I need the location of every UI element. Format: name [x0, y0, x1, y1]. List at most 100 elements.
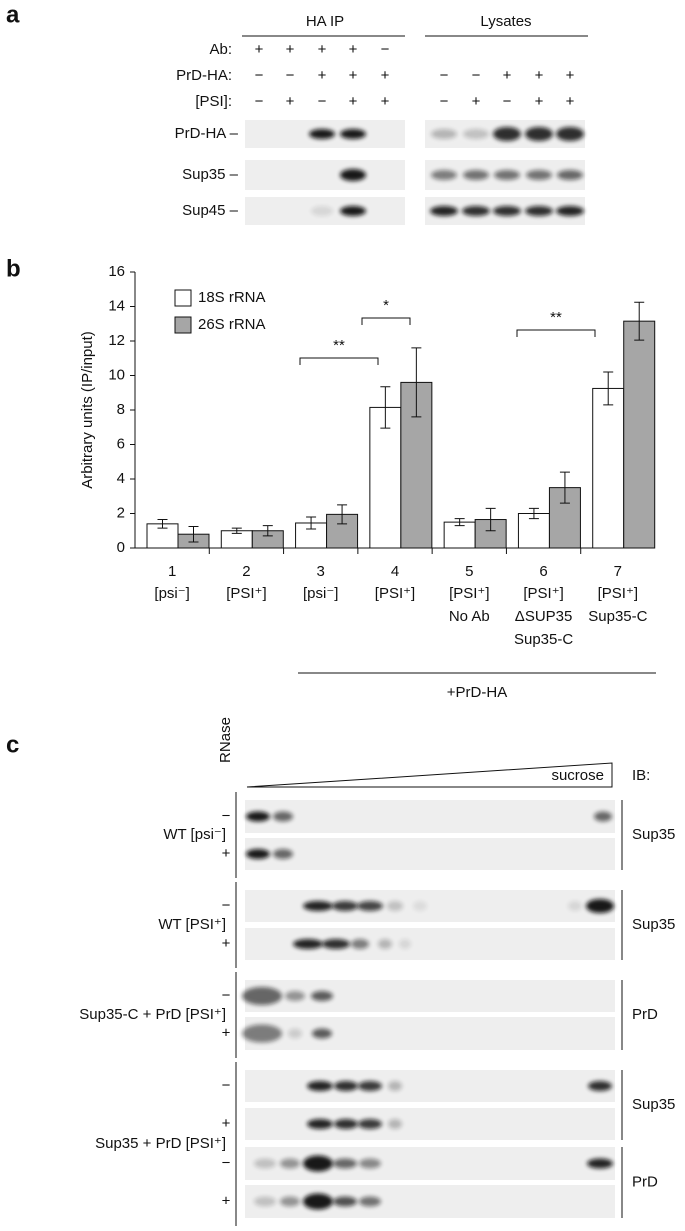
band — [556, 127, 584, 141]
sign: − — [472, 67, 481, 84]
x-sublabel: [PSI⁺] — [598, 585, 638, 602]
band — [303, 1155, 333, 1172]
band — [254, 1158, 276, 1169]
band — [493, 127, 521, 141]
band — [307, 1081, 333, 1091]
sign: + — [503, 67, 512, 84]
band — [378, 939, 392, 949]
sign: + — [349, 41, 358, 58]
header: HA IP — [306, 13, 344, 30]
band — [413, 901, 427, 911]
band — [246, 811, 270, 822]
legend-swatch — [174, 289, 192, 307]
blot — [245, 1017, 615, 1050]
bar — [517, 513, 550, 549]
rnase-sign: − — [222, 987, 231, 1004]
y-tick-label: 14 — [108, 297, 125, 314]
band — [494, 170, 520, 180]
band — [280, 1158, 300, 1169]
x-sublabel: [PSI⁺] — [226, 585, 266, 602]
x-sublabel: Sup35-C — [514, 631, 573, 648]
x-tick-label: 2 — [242, 563, 250, 580]
band — [334, 1119, 358, 1129]
bar — [369, 406, 402, 549]
band — [399, 939, 411, 949]
band — [358, 1081, 382, 1091]
sign: − — [440, 93, 449, 110]
error-bar — [157, 519, 168, 529]
gradient-label: sucrose — [551, 767, 604, 784]
band — [431, 129, 457, 139]
row-label: [PSI]: — [195, 93, 232, 110]
band — [462, 206, 490, 216]
significance-bracket — [299, 357, 379, 365]
error-bar — [454, 518, 465, 527]
band — [557, 170, 583, 180]
sign: − — [318, 93, 327, 110]
sign: − — [503, 93, 512, 110]
band — [357, 901, 383, 911]
band — [525, 206, 553, 216]
rnase-sign: + — [222, 845, 231, 862]
significance-label: * — [383, 297, 389, 314]
band — [586, 899, 614, 913]
blot — [245, 1147, 615, 1180]
rnase-sign: − — [222, 1154, 231, 1171]
band — [273, 849, 293, 859]
y-tick-label: 0 — [117, 539, 125, 556]
band — [587, 1158, 613, 1169]
band — [359, 1196, 381, 1207]
y-tick-label: 16 — [108, 263, 125, 280]
sign: + — [381, 67, 390, 84]
band — [273, 811, 293, 822]
x-sublabel: No Ab — [449, 608, 490, 625]
ib-target: Sup35 — [632, 1096, 675, 1113]
rnase-sign: − — [222, 807, 231, 824]
legend-swatch — [174, 316, 192, 334]
y-axis-label: Arbitrary units (IP/input) — [79, 331, 96, 489]
band — [588, 1081, 612, 1091]
band — [285, 991, 305, 1001]
panel-label: b — [6, 255, 21, 282]
error-bar — [528, 507, 539, 520]
y-tick-label: 8 — [117, 401, 125, 418]
rnase-sign: − — [222, 897, 231, 914]
band — [525, 127, 553, 141]
band — [303, 901, 333, 911]
ib-target: PrD — [632, 1173, 658, 1190]
band — [246, 849, 270, 859]
band — [307, 1119, 333, 1129]
blot — [245, 800, 615, 833]
ib-label: IB: — [632, 767, 650, 784]
band — [303, 1193, 333, 1210]
band — [430, 206, 458, 216]
blot — [245, 160, 405, 190]
error-bar — [603, 371, 614, 406]
sign: − — [440, 67, 449, 84]
significance-bracket — [361, 317, 411, 325]
sign: − — [286, 67, 295, 84]
significance-bracket — [516, 329, 596, 337]
group-label: +PrD-HA — [447, 684, 507, 701]
blot — [245, 980, 615, 1012]
row-label: Ab: — [209, 41, 232, 58]
sign: + — [566, 93, 575, 110]
sign: + — [381, 93, 390, 110]
x-sublabel: [PSI⁺] — [375, 585, 415, 602]
error-bar — [380, 386, 391, 429]
x-sublabel: [psi⁻] — [303, 585, 338, 602]
x-tick-label: 4 — [391, 563, 399, 580]
x-sublabel: [PSI⁺] — [523, 585, 563, 602]
error-bar — [306, 516, 317, 530]
panel-label: c — [6, 731, 19, 758]
x-sublabel: [psi⁻] — [154, 585, 189, 602]
band — [463, 129, 489, 139]
band — [254, 1196, 276, 1207]
y-tick-label: 6 — [117, 435, 125, 452]
blot — [245, 890, 615, 922]
error-bar — [337, 504, 348, 525]
sign: − — [381, 41, 390, 58]
band — [312, 1028, 332, 1039]
legend-label: 26S rRNA — [198, 316, 266, 333]
